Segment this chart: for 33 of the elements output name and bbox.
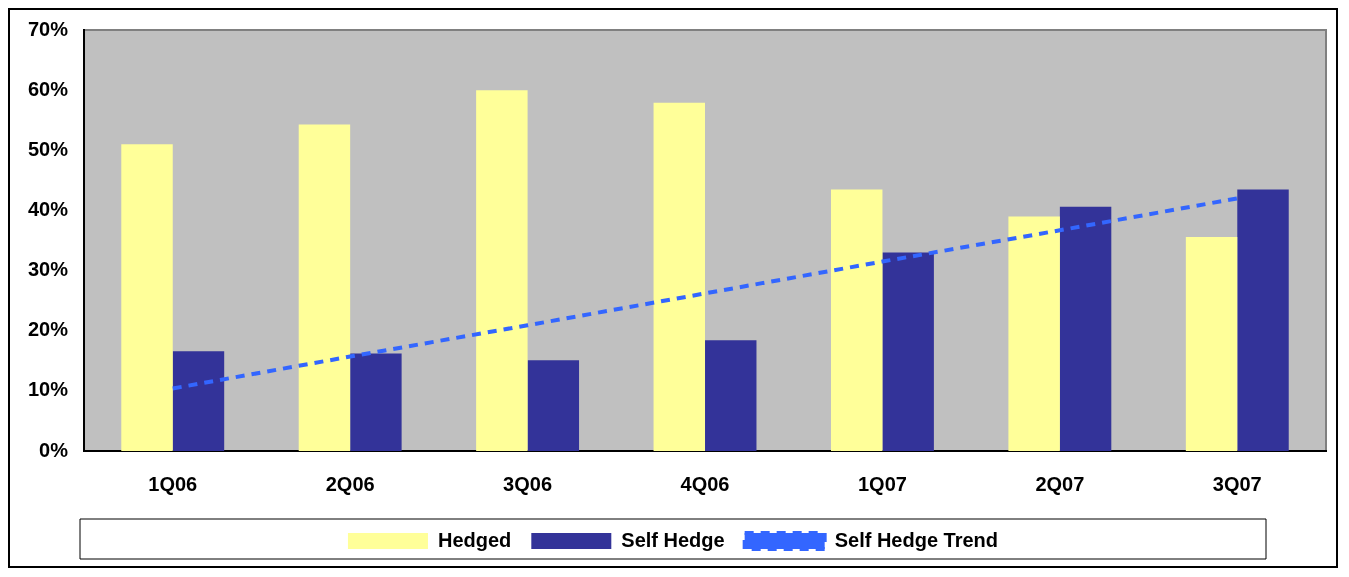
bar: [1059, 206, 1112, 451]
y-tick-label: 40%: [28, 197, 69, 220]
y-tick-label: 70%: [28, 17, 69, 40]
y-tick-label: 50%: [28, 137, 69, 160]
x-tick-label: 3Q06: [503, 472, 553, 495]
x-tick-label: 1Q07: [857, 472, 907, 495]
y-tick-label: 60%: [28, 77, 69, 100]
bar: [705, 340, 757, 451]
bar: [1008, 216, 1060, 451]
bar: [121, 144, 173, 451]
bar: [172, 351, 225, 451]
bar: [350, 353, 402, 451]
bar: [476, 90, 528, 451]
y-tick-label: 0%: [39, 438, 69, 461]
x-tick-label: 2Q07: [1035, 472, 1085, 495]
x-tick-label: 1Q06: [148, 472, 198, 495]
y-tick-label: 10%: [28, 378, 69, 401]
x-tick-label: 4Q06: [680, 472, 730, 495]
bar: [1185, 236, 1238, 451]
legend-label: Self Hedge: [621, 528, 725, 551]
bar: [882, 252, 934, 451]
bar: [298, 124, 351, 451]
line-series: [170, 196, 1240, 391]
y-tick-label: 30%: [28, 258, 69, 281]
x-tick-label: 3Q07: [1212, 472, 1262, 495]
x-tick-label: 2Q06: [325, 472, 375, 495]
bar: [1237, 189, 1289, 451]
bar: [527, 360, 580, 451]
bar: [830, 189, 883, 451]
y-tick-label: 20%: [28, 318, 69, 341]
legend-label: Hedged: [437, 528, 512, 551]
bar: [653, 102, 706, 451]
legend-label: Self Hedge Trend: [834, 528, 999, 551]
